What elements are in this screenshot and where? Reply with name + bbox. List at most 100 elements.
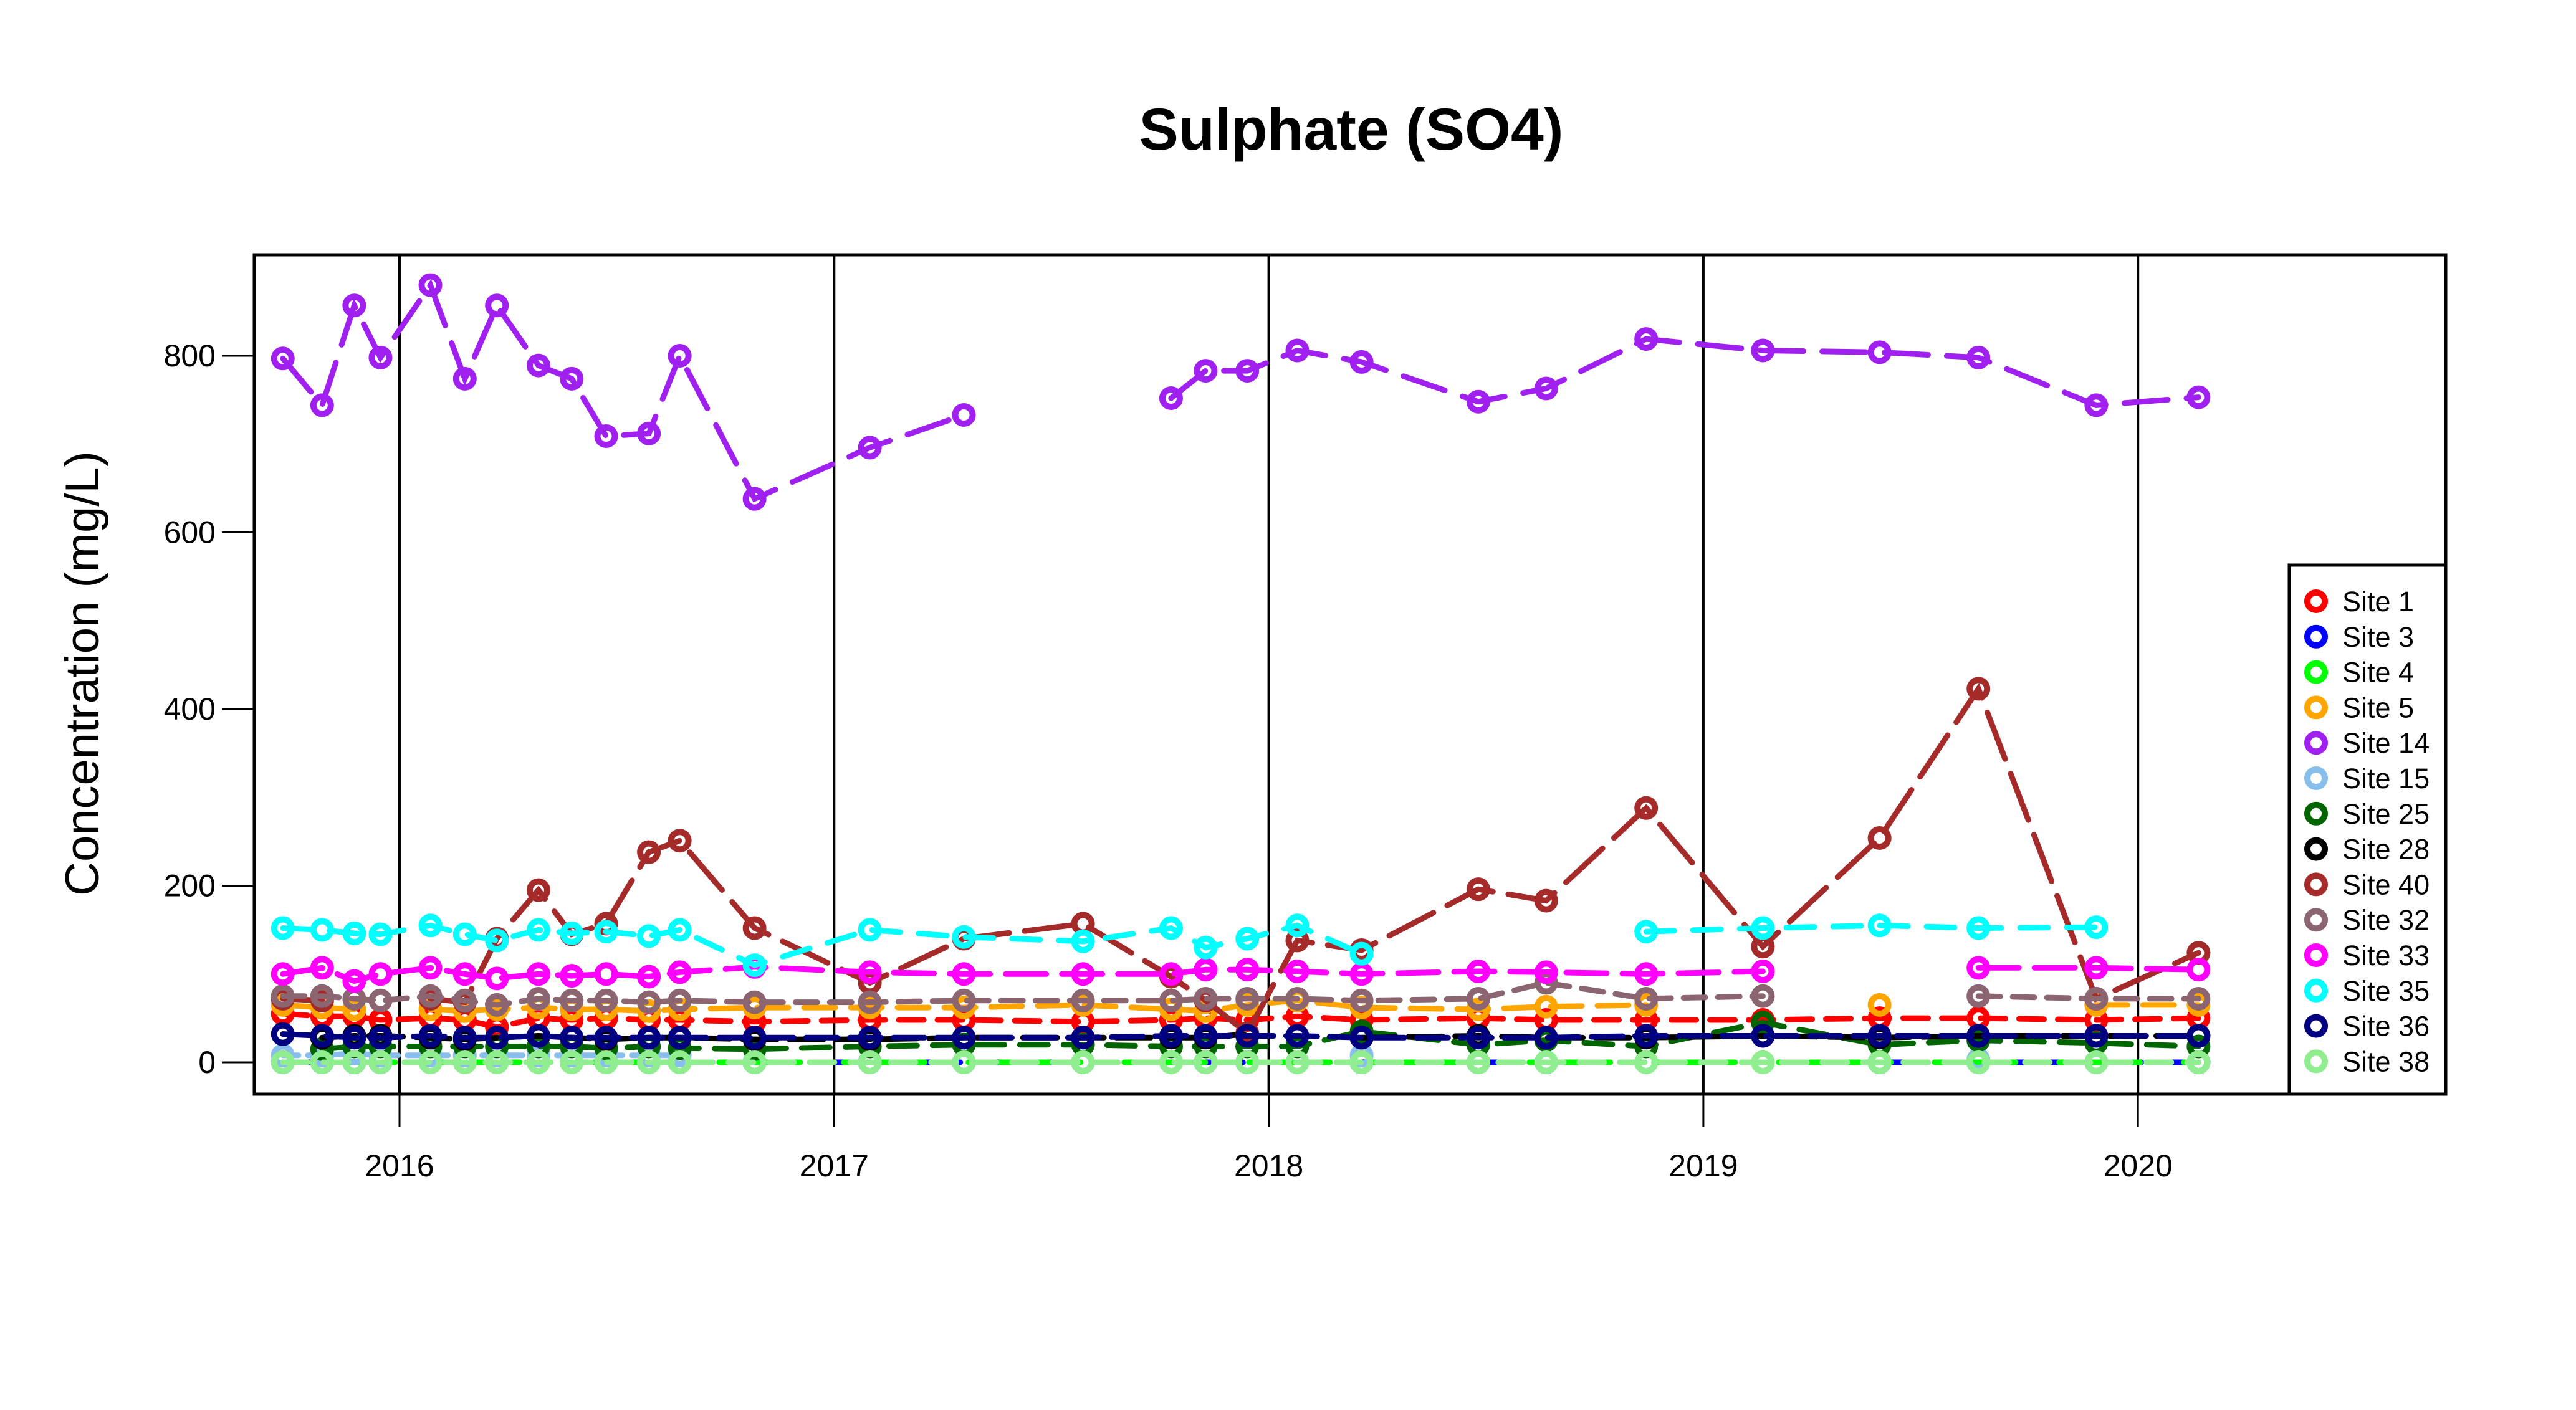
data-point bbox=[668, 1050, 692, 1074]
data-point bbox=[858, 1026, 882, 1050]
series-line bbox=[280, 1031, 2201, 1041]
data-point bbox=[452, 1050, 477, 1074]
data-point bbox=[526, 986, 550, 1011]
data-point bbox=[1159, 1050, 1183, 1074]
legend-label: Site 35 bbox=[2342, 975, 2430, 1007]
data-point bbox=[952, 925, 976, 949]
series-site-35 bbox=[271, 913, 2109, 978]
legend-label: Site 40 bbox=[2342, 869, 2430, 900]
data-point bbox=[1285, 913, 1310, 938]
data-point bbox=[1159, 962, 1183, 986]
data-point bbox=[310, 956, 334, 980]
data-point bbox=[485, 1026, 509, 1050]
legend-label: Site 32 bbox=[2342, 904, 2430, 936]
y-tick-label: 600 bbox=[164, 515, 216, 550]
data-point bbox=[1751, 1011, 1775, 1035]
series-line bbox=[1975, 965, 2201, 973]
data-point bbox=[1534, 960, 1558, 984]
legend-marker bbox=[2304, 1049, 2328, 1074]
legend-label: Site 15 bbox=[2342, 763, 2430, 794]
data-point bbox=[2084, 956, 2109, 980]
data-point bbox=[485, 293, 509, 318]
data-point bbox=[485, 993, 509, 1017]
data-point bbox=[2084, 915, 2109, 940]
legend-label: Site 25 bbox=[2342, 798, 2430, 830]
x-tick-label: 2017 bbox=[800, 1148, 869, 1183]
data-point bbox=[1159, 1024, 1183, 1048]
data-point bbox=[742, 1026, 767, 1050]
data-point bbox=[1751, 984, 1775, 1008]
data-point bbox=[1235, 958, 1260, 982]
data-point bbox=[668, 918, 692, 942]
legend-item: Site 38 bbox=[2304, 1046, 2430, 1077]
data-point bbox=[526, 1050, 550, 1074]
data-point bbox=[1235, 986, 1260, 1011]
data-point bbox=[418, 956, 443, 980]
data-point bbox=[310, 918, 334, 942]
data-point bbox=[2186, 1024, 2211, 1048]
legend-marker bbox=[2304, 589, 2328, 613]
data-point bbox=[594, 988, 618, 1012]
data-point bbox=[2084, 393, 2109, 417]
data-point bbox=[637, 1026, 661, 1050]
data-point bbox=[1349, 941, 1374, 966]
data-point bbox=[526, 918, 550, 942]
data-point bbox=[342, 1050, 366, 1074]
legend-marker bbox=[2304, 624, 2328, 649]
data-point bbox=[1634, 327, 1659, 351]
data-point bbox=[368, 988, 393, 1012]
data-point bbox=[1159, 988, 1183, 1012]
legend-marker bbox=[2304, 978, 2328, 1003]
y-axis-label: Concentration (mg/L) bbox=[56, 451, 109, 896]
legend-marker bbox=[2304, 837, 2328, 861]
legend-label: Site 38 bbox=[2342, 1046, 2430, 1077]
data-point bbox=[858, 960, 882, 984]
data-point bbox=[637, 924, 661, 948]
legend-label: Site 3 bbox=[2342, 621, 2414, 653]
data-point bbox=[1534, 994, 1558, 1019]
data-point bbox=[1071, 962, 1095, 986]
legend-marker bbox=[2304, 695, 2328, 720]
data-point bbox=[560, 366, 584, 391]
data-point bbox=[1235, 359, 1260, 383]
y-tick-label: 400 bbox=[164, 692, 216, 726]
data-point bbox=[418, 913, 443, 938]
data-point bbox=[1071, 988, 1095, 1012]
x-tick-label: 2016 bbox=[365, 1148, 434, 1183]
data-point bbox=[1966, 677, 1991, 701]
data-point bbox=[594, 1050, 618, 1074]
legend-label: Site 4 bbox=[2342, 657, 2414, 688]
legend-marker bbox=[2304, 943, 2328, 967]
series-line bbox=[280, 279, 967, 503]
data-point bbox=[418, 984, 443, 1008]
data-point bbox=[1466, 959, 1490, 983]
data-point bbox=[2186, 385, 2211, 409]
data-point bbox=[560, 922, 584, 946]
legend-marker bbox=[2304, 908, 2328, 932]
data-point bbox=[1285, 338, 1310, 363]
data-point bbox=[418, 1024, 443, 1048]
legend-item: Site 32 bbox=[2304, 904, 2430, 936]
series-line bbox=[280, 922, 1365, 968]
data-point bbox=[418, 273, 443, 297]
series-line bbox=[1359, 1032, 2201, 1041]
legend-item: Site 3 bbox=[2304, 621, 2414, 653]
data-point bbox=[1867, 1050, 1892, 1074]
data-point bbox=[271, 916, 295, 940]
data-point bbox=[526, 353, 550, 378]
legend-item: Site 1 bbox=[2304, 586, 2414, 617]
data-point bbox=[668, 988, 692, 1012]
legend-item: Site 15 bbox=[2304, 763, 2430, 794]
axes: 2016 2017 2018 2019 2020 0 200 400 600 800 bbox=[164, 338, 2173, 1183]
data-point bbox=[342, 1026, 366, 1050]
series-line bbox=[319, 1019, 2201, 1052]
data-point bbox=[952, 988, 976, 1012]
x-tick-label: 2019 bbox=[1669, 1148, 1738, 1183]
data-point bbox=[637, 421, 661, 445]
data-point bbox=[342, 969, 366, 993]
data-point bbox=[742, 916, 767, 940]
y-tick-label: 0 bbox=[198, 1045, 216, 1080]
data-point bbox=[742, 487, 767, 511]
data-point bbox=[1349, 988, 1374, 1012]
data-point bbox=[271, 1050, 295, 1074]
